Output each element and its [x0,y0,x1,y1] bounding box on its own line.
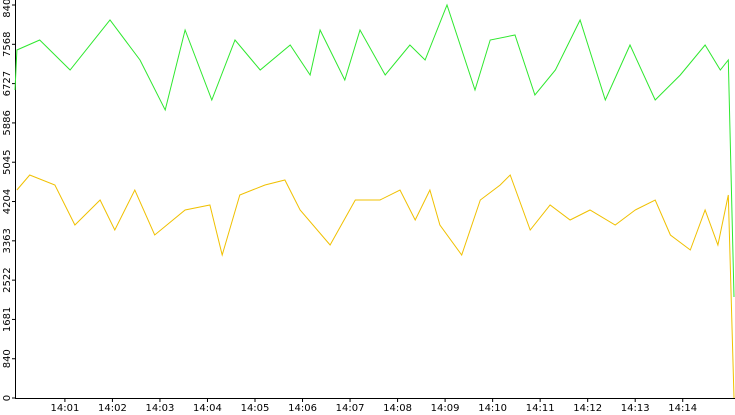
x-tick-label: 14:13 [621,403,650,414]
x-tick-label: 14:04 [193,403,222,414]
y-tick-label: 840 [2,349,13,368]
x-tick-label: 14:08 [383,403,412,414]
y-tick-label: 0 [2,395,13,401]
x-tick-label: 14:01 [50,403,79,414]
y-tick-label: 2522 [2,267,13,292]
x-tick-label: 14:11 [526,403,555,414]
y-tick-label: 3363 [2,228,13,253]
data-line [16,174,735,399]
data-line [14,3,735,298]
x-tick-label: 14:03 [146,403,175,414]
x-tick-label: 14:05 [241,403,270,414]
y-tick-label: 1681 [2,307,13,332]
y-tick-label: 8409 [2,0,13,18]
x-tick-label: 14:14 [668,403,697,414]
x-tick-label: 14:12 [573,403,602,414]
y-tick-label: 4204 [2,189,13,214]
x-tick-label: 14:06 [288,403,317,414]
x-tick-label: 14:09 [431,403,460,414]
y-tick-label: 5045 [2,149,13,174]
x-tick-label: 14:07 [336,403,365,414]
y-tick-label: 7568 [2,32,13,57]
y-tick-label: 5886 [2,110,13,135]
x-tick-label: 14:02 [98,403,127,414]
x-tick-label: 14:10 [478,403,507,414]
y-tick-label: 6727 [2,71,13,96]
